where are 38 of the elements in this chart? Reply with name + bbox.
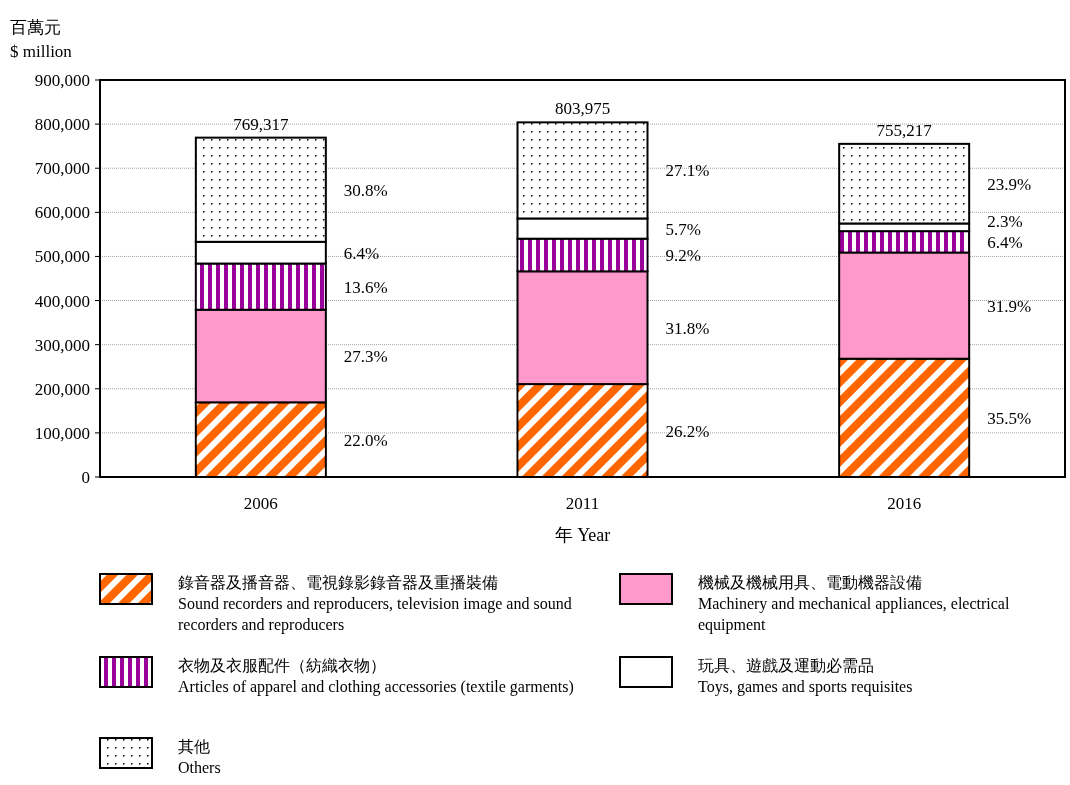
y-tick-label: 900,000 [34,71,90,90]
y-tick-label: 800,000 [34,115,90,135]
x-axis-title: 年 Year [554,525,611,545]
y-tick-label: 600,000 [34,203,90,223]
y-tick-label: 100,000 [34,423,90,443]
annotation: 35.5% [987,408,1032,428]
annotation: 13.6% [343,277,388,297]
annotation: 6.4% [343,243,380,263]
annotation: 30.8% [343,180,388,200]
legend-label: 玩具、遊戲及運動必需品 Toys, games and sports requisites [698,657,913,696]
total-label: 803,975 [554,99,611,119]
x-tick-label: 2011 [565,494,600,513]
y-axis-title: 百萬元 $ million [10,18,73,61]
annotation: 9.2% [665,245,701,265]
y-tick-label: 500,000 [34,247,90,267]
legend-label: 錄音器及播音器、電視錄影錄音器及重播裝備 Sound recorders and reproducers, television image and sound recorders and reproducers [178,574,572,634]
annotation: 27.3% [343,347,388,367]
annotation: 23.9% [987,174,1032,194]
y-tick-label: 300,000 [34,335,90,355]
total-label: 755,217 [876,120,933,140]
annotation: 22.0% [343,430,388,450]
annotation: 2.3% [987,211,1023,231]
total-label: 769,317 [233,114,289,134]
x-tick-label: 2016 [887,494,922,513]
annotation: 27.1% [665,161,710,181]
x-tick-label: 2006 [243,494,278,513]
annotation: 5.7% [665,219,701,239]
y-tick-label: 0 [81,468,90,487]
y-tick-label: 200,000 [34,379,90,399]
annotation: 31.9% [987,296,1032,316]
legend-label: 衣物及衣服配件（紡織衣物） Articles of apparel and clothing accessories (textile garments) [178,657,574,696]
legend-label: 其他 Others [178,738,221,776]
legend-label: 機械及機械用具、電動機器設備 Machinery and mechanical appliances, electrical equipment [698,574,1010,634]
y-tick-label: 400,000 [34,291,90,311]
annotation: 6.4% [987,232,1023,252]
annotation: 26.2% [665,421,710,441]
annotation: 31.8% [665,318,710,338]
y-tick-label: 700,000 [34,159,90,179]
